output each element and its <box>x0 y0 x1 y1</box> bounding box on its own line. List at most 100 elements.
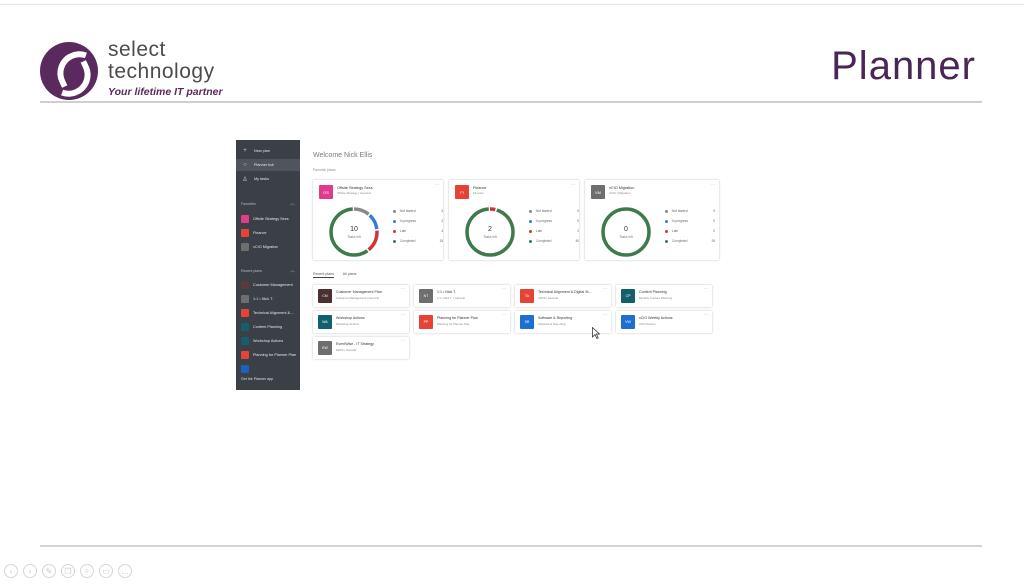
zoom-icon[interactable]: ⌕ <box>80 564 94 578</box>
sidebar-favorite-item[interactable]: vCIO Migration <box>236 241 300 253</box>
plan-icon: OS <box>319 185 333 199</box>
plan-group: Finance <box>473 191 484 195</box>
tab-all-plans[interactable]: All plans <box>342 272 357 276</box>
plan-name: 1:1 • Nick T. <box>437 290 456 294</box>
recent-plan-card[interactable]: PP Planning for Planner Plan Planning fo… <box>414 311 510 333</box>
sidebar-recent-item[interactable]: 1:1 • Nick T. <box>236 293 300 305</box>
more-icon[interactable]: … <box>118 564 132 578</box>
plan-name: Software & Reporting <box>538 316 573 320</box>
more-options-icon[interactable]: ··· <box>502 286 506 291</box>
sidebar-recent-item[interactable]: Workshop Actions <box>236 335 300 347</box>
sidebar-favorite-item[interactable]: Finance <box>236 227 300 239</box>
slideshow-toolbar: ‹ › ✎ ❐ ⌕ ▭ … <box>4 564 132 578</box>
legend-in-progress: In progress <box>400 219 416 223</box>
more-options-icon[interactable]: ··· <box>704 286 708 291</box>
screen-icon[interactable]: ▭ <box>99 564 113 578</box>
plan-name: vCIO Weekly Actions <box>639 316 673 320</box>
sidebar-recent-item[interactable]: Customer Management <box>236 279 300 291</box>
more-options-icon[interactable]: ··· <box>704 312 708 317</box>
sidebar-recent-item[interactable]: Technical Alignment & ... <box>236 307 300 319</box>
get-planner-app-link[interactable]: Get the Planner app <box>241 377 274 381</box>
chevron-up-icon[interactable]: ︿ <box>289 201 295 207</box>
more-options-icon[interactable]: ··· <box>401 286 405 291</box>
sidebar-favorite-item[interactable]: Offsite Strategy Sess <box>236 213 300 225</box>
recent-plan-card[interactable]: EW EventWise - IT Strategy EWIS | Genera… <box>313 337 409 359</box>
donut-segment <box>329 207 379 257</box>
more-options-icon[interactable]: ··· <box>435 182 439 187</box>
recent-plan-card[interactable]: CM Customer Management Plan Customer Man… <box>313 285 409 307</box>
chevron-up-icon[interactable]: ︿ <box>289 268 295 274</box>
sidebar-recent-item[interactable]: Planning for Planner Plan <box>236 349 300 361</box>
plan-color-icon <box>241 337 249 345</box>
more-options-icon[interactable]: ··· <box>603 312 607 317</box>
plan-icon: TA <box>520 289 534 303</box>
count-completed: 40 <box>575 239 579 243</box>
plan-color-icon <box>241 351 249 359</box>
sidebar-recent-item[interactable]: Content Planning <box>236 321 300 333</box>
planner-screenshot: + New plan ○ Planner hub ♙ My tasks Favo… <box>236 140 726 390</box>
status-legend: Not started 0 In progress 0 Late 0 Complete… <box>665 206 715 246</box>
sidebar-recent-item[interactable] <box>236 363 300 375</box>
plan-color-icon <box>241 309 249 317</box>
plan-icon: FI <box>455 185 469 199</box>
plan-name: Offsite Strategy Sess <box>337 186 373 190</box>
sidebar-item-new-plan[interactable]: + New plan <box>236 145 300 157</box>
favorite-plan-card[interactable]: OS Offsite Strategy Sess Offsite Strateg… <box>313 180 443 260</box>
plan-color-icon <box>241 243 249 251</box>
plan-group: Offsite Strategy | General <box>337 191 371 195</box>
more-options-icon[interactable]: ··· <box>571 182 575 187</box>
plan-name: Finance <box>473 186 487 190</box>
count-late: 2 <box>577 229 579 233</box>
count-not-started: 3 <box>441 209 443 213</box>
plan-icon: VW <box>621 315 635 329</box>
plan-group: Customer Management | General <box>336 296 379 300</box>
more-options-icon[interactable]: ··· <box>401 338 405 343</box>
recent-plan-card[interactable]: NT 1:1 • Nick T. 1:1 • Nick T. | General… <box>414 285 510 307</box>
prev-icon[interactable]: ‹ <box>4 564 18 578</box>
count-in-progress: 3 <box>441 219 443 223</box>
recent-plan-card[interactable]: VW vCIO Weekly Actions vCIO Actions ··· <box>616 311 712 333</box>
recent-plan-card[interactable]: SR Software & Reporting Software & Repor… <box>515 311 611 333</box>
favorite-plan-card[interactable]: FI Finance Finance ··· 2 Tasks left Not … <box>449 180 579 260</box>
tasks-left-label: Tasks left <box>619 235 632 239</box>
recent-plan-card[interactable]: CP Content Planning Monthly Content Plan… <box>616 285 712 307</box>
slide-top-border <box>0 4 1024 5</box>
tasks-left-label: Tasks left <box>347 235 360 239</box>
plan-icon: EW <box>318 341 332 355</box>
sidebar-item-my-tasks[interactable]: ♙ My tasks <box>236 173 300 185</box>
plan-group: TADS | General <box>538 296 559 300</box>
more-options-icon[interactable]: ··· <box>401 312 405 317</box>
recent-plan-card[interactable]: WA Workshop Actions Workshop Actions ··· <box>313 311 409 333</box>
person-icon: ♙ <box>242 176 248 183</box>
planner-hub-main: Welcome Nick Ellis Favorite plans OS Off… <box>308 140 726 390</box>
more-options-icon[interactable]: ··· <box>711 182 715 187</box>
plan-tabs: Recent plans All plans <box>313 272 364 278</box>
more-options-icon[interactable]: ··· <box>603 286 607 291</box>
sidebar-item-planner-hub[interactable]: ○ Planner hub <box>236 159 300 171</box>
plus-icon: + <box>243 148 247 154</box>
plan-group: vCIO Actions <box>639 322 656 326</box>
logo-word-select: select <box>108 38 166 61</box>
next-icon[interactable]: › <box>23 564 37 578</box>
donut-segment <box>465 207 515 257</box>
pen-icon[interactable]: ✎ <box>42 564 56 578</box>
favorite-plan-card[interactable]: VM vCIO Migration vCIO | Migration ··· 0… <box>585 180 719 260</box>
sidebar-item-label: Offsite Strategy Sess <box>253 217 289 221</box>
favorites-section-label: Favorites <box>241 202 256 206</box>
plan-name: Planning for Planner Plan <box>437 316 478 320</box>
status-legend: Not started 3 In progress 3 Late 4 Complete… <box>393 206 443 246</box>
sidebar-item-label: Technical Alignment & ... <box>253 311 295 315</box>
legend-completed: Completed <box>536 239 552 243</box>
plan-color-icon <box>241 365 249 373</box>
recent-plan-card[interactable]: TA Technical Alignment & Digital St... T… <box>515 285 611 307</box>
count-not-started: 0 <box>713 209 715 213</box>
plan-group: EWIS | General <box>336 348 357 352</box>
tab-recent-plans[interactable]: Recent plans <box>313 272 334 278</box>
task-status-donut: 0 Tasks left <box>601 207 651 257</box>
copy-icon[interactable]: ❐ <box>61 564 75 578</box>
legend-in-progress: In progress <box>672 219 688 223</box>
sidebar-item-label: 1:1 • Nick T. <box>253 297 274 301</box>
more-options-icon[interactable]: ··· <box>502 312 506 317</box>
legend-late: Late <box>536 229 543 233</box>
plan-icon: CP <box>621 289 635 303</box>
